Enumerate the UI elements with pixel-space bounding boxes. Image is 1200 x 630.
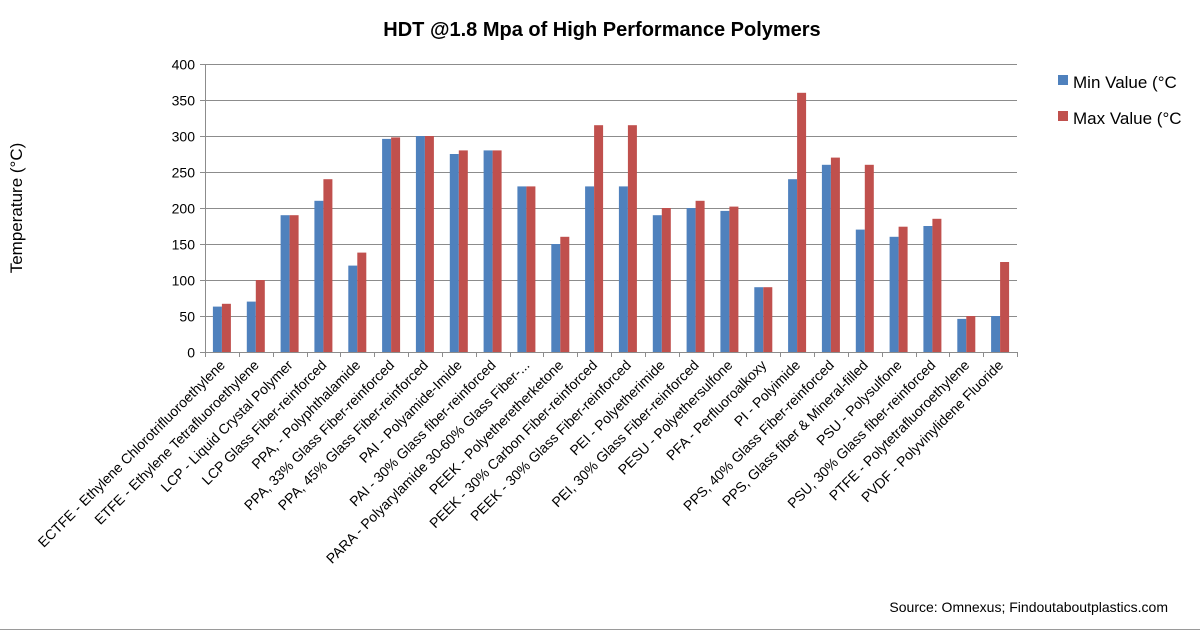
bar-min-value-13 — [652, 215, 662, 352]
bars — [212, 92, 1010, 353]
legend: Min Value (°C Max Value (°C — [1058, 73, 1182, 128]
gridlines — [200, 64, 1018, 357]
bar-min-value-12 — [618, 186, 628, 352]
bar-max-value-3 — [323, 179, 333, 352]
chart-title: HDT @1.8 Mpa of High Performance Polymer… — [383, 19, 820, 41]
y-tick-label: 400 — [172, 57, 196, 73]
bar-min-value-4 — [348, 265, 358, 352]
y-tick-label: 100 — [172, 273, 196, 289]
bar-min-value-8 — [483, 150, 493, 352]
bar-max-value-10 — [560, 236, 570, 352]
bar-max-value-19 — [864, 164, 874, 352]
bar-min-value-23 — [991, 316, 1001, 352]
bar-max-value-12 — [627, 125, 637, 352]
bar-max-value-5 — [391, 137, 401, 352]
bar-max-value-4 — [357, 252, 367, 352]
bar-min-value-15 — [720, 210, 730, 352]
bar-min-value-17 — [788, 179, 798, 352]
y-tick-label: 200 — [172, 201, 196, 217]
bar-min-value-0 — [212, 306, 222, 352]
bar-min-value-9 — [517, 186, 527, 352]
bar-max-value-13 — [661, 208, 671, 352]
bar-max-value-18 — [830, 157, 840, 352]
bar-max-value-8 — [492, 150, 502, 352]
bar-max-value-15 — [729, 206, 739, 352]
y-tick-label: 150 — [172, 237, 196, 253]
bar-min-value-10 — [551, 244, 561, 352]
bar-min-value-3 — [314, 200, 324, 352]
y-tick-label: 300 — [172, 129, 196, 145]
bar-min-value-5 — [382, 138, 392, 352]
bar-min-value-1 — [246, 301, 256, 352]
bar-min-value-2 — [280, 215, 290, 352]
y-axis-label: Temperature (°C) — [7, 143, 26, 274]
bar-min-value-6 — [415, 136, 425, 352]
bar-max-value-7 — [458, 150, 468, 352]
y-tick-label: 350 — [172, 93, 196, 109]
bar-max-value-0 — [221, 303, 231, 352]
bar-max-value-20 — [898, 226, 908, 352]
legend-swatch-min — [1058, 75, 1068, 85]
bar-min-value-14 — [686, 208, 696, 352]
bar-min-value-16 — [754, 287, 764, 352]
bar-max-value-2 — [289, 215, 299, 352]
y-tick-labels: 0 50 100 150 200 250 300 350 400 — [172, 57, 196, 361]
bar-min-value-22 — [957, 318, 967, 352]
bar-max-value-14 — [695, 200, 705, 352]
bar-min-value-11 — [585, 186, 595, 352]
y-tick-label: 0 — [187, 345, 195, 361]
bar-max-value-11 — [594, 125, 604, 352]
source-annotation: Source: Omnexus; Findoutaboutplastics.co… — [889, 599, 1168, 615]
bar-min-value-19 — [855, 229, 865, 352]
y-tick-label: 250 — [172, 165, 196, 181]
bar-max-value-6 — [424, 136, 434, 352]
bar-max-value-9 — [526, 186, 536, 352]
bar-max-value-17 — [797, 92, 807, 353]
bar-max-value-22 — [966, 316, 976, 352]
y-tick-label: 50 — [179, 309, 195, 325]
legend-label-max: Max Value (°C — [1073, 109, 1182, 128]
legend-label-min: Min Value (°C — [1073, 73, 1177, 92]
category-labels: ECTFE - Ethylene Chlorotrifluoroethylene… — [35, 357, 1007, 567]
bar-max-value-23 — [1000, 262, 1010, 352]
bar-min-value-18 — [821, 164, 831, 352]
bar-min-value-20 — [889, 236, 899, 352]
bar-max-value-21 — [932, 218, 942, 352]
bar-max-value-1 — [255, 280, 265, 352]
legend-swatch-max — [1058, 111, 1068, 121]
bar-min-value-21 — [923, 226, 933, 352]
bar-min-value-7 — [449, 154, 459, 352]
bar-max-value-16 — [763, 287, 773, 352]
